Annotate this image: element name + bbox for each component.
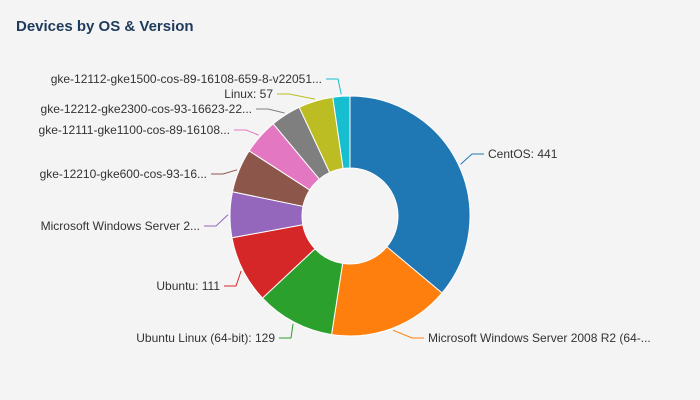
slice-label-5: Microsoft Windows Server 2... (41, 219, 200, 233)
pie-slice-10[interactable] (332, 95, 351, 170)
leader-line-9 (277, 93, 316, 100)
leader-line-8 (256, 108, 285, 114)
pie-slice-1[interactable] (349, 95, 471, 294)
leader-line-3 (279, 323, 294, 339)
slice-label-1: CentOS: 441 (488, 147, 558, 161)
slice-label-4: Ubuntu: 111 (156, 279, 220, 293)
leader-line-10 (326, 78, 342, 95)
slice-label-10: gke-12112-gke1500-cos-89-16108-659-8-v22… (51, 72, 322, 86)
leader-line-5 (204, 214, 229, 227)
leader-line-2 (392, 329, 424, 339)
slice-label-3: Ubuntu Linux (64-bit): 129 (136, 331, 275, 345)
slice-label-2: Microsoft Windows Server 2008 R2 (64-... (428, 331, 651, 345)
leader-line-7 (234, 129, 259, 136)
pie-slice-2[interactable] (330, 246, 443, 337)
leader-line-4 (224, 270, 242, 287)
slice-label-7: gke-12111-gke1100-cos-89-16108... (39, 123, 230, 137)
slice-label-6: gke-12210-gke600-cos-93-16... (40, 167, 207, 181)
slice-label-8: gke-12212-gke2300-cos-93-16623-22... (41, 102, 252, 116)
leader-line-6 (211, 169, 238, 175)
slice-label-9: Linux: 57 (224, 87, 273, 101)
leader-line-1 (460, 153, 484, 165)
chart-title: Devices by OS & Version (16, 18, 194, 35)
